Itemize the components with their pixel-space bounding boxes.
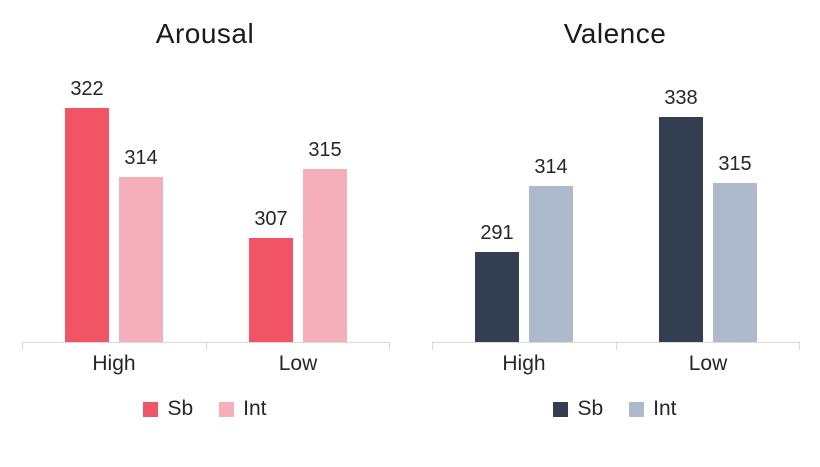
valence-chart-panel: Valence 291 314 338 315: [410, 0, 820, 467]
category-label-low: Low: [278, 352, 318, 375]
value-label: 307: [254, 208, 288, 230]
x-axis-tick: [22, 342, 23, 350]
legend-label-int: Int: [653, 397, 677, 420]
arousal-x-axis-labels: High Low: [22, 343, 390, 381]
category-label-high: High: [92, 352, 136, 375]
category-label-low: Low: [688, 352, 728, 375]
arousal-high-sb-barwrap: 322: [65, 78, 109, 342]
legend-label-int: Int: [243, 397, 267, 420]
value-label: 314: [124, 147, 158, 169]
legend-swatch-int: [629, 401, 645, 417]
bar-valence-high-sb: [475, 252, 519, 342]
arousal-group-high: 322 314: [22, 78, 206, 342]
valence-low-sb-barwrap: 338: [659, 87, 703, 342]
bar-valence-low-int: [713, 183, 757, 342]
chart-title-valence: Valence: [563, 18, 667, 49]
bar-valence-high-int: [529, 186, 573, 342]
bar-valence-low-sb: [659, 117, 703, 342]
legend-item-sb: Sb: [553, 397, 603, 421]
bar-arousal-high-int: [119, 177, 163, 342]
value-label: 315: [718, 153, 752, 175]
legend-item-int: Int: [219, 397, 267, 421]
arousal-group-low: 307 315: [206, 82, 390, 342]
chart-title-arousal: Arousal: [155, 18, 255, 49]
x-axis-tick: [206, 342, 207, 350]
arousal-legend: Sb Int: [0, 397, 410, 421]
value-label: 314: [534, 156, 568, 178]
bar-arousal-low-sb: [249, 238, 293, 342]
value-label: 322: [70, 78, 104, 100]
arousal-chart-panel: Arousal 322 314 307 315: [0, 18, 410, 421]
x-axis-tick: [799, 342, 800, 350]
legend-item-sb: Sb: [143, 397, 193, 421]
arousal-plot-area: 322 314 307 315: [22, 78, 390, 350]
legend-swatch-int: [219, 401, 235, 417]
legend-label-sb: Sb: [167, 397, 194, 420]
legend-item-int: Int: [629, 397, 677, 421]
arousal-high-int-barwrap: 314: [119, 147, 163, 342]
valence-high-int-barwrap: 314: [529, 156, 573, 342]
valence-legend: Sb Int: [410, 397, 820, 421]
valence-group-high: 291 314: [432, 82, 616, 342]
legend-swatch-sb: [553, 401, 569, 417]
x-axis-tick: [389, 342, 390, 350]
legend-label-sb: Sb: [577, 397, 604, 420]
x-axis-tick: [432, 342, 433, 350]
value-label: 291: [480, 222, 514, 244]
valence-low-int-barwrap: 315: [713, 153, 757, 342]
valence-high-sb-barwrap: 291: [475, 222, 519, 342]
valence-group-low: 338 315: [616, 82, 800, 342]
legend-swatch-sb: [143, 401, 159, 417]
category-label-high: High: [502, 352, 546, 375]
arousal-low-int-barwrap: 315: [303, 139, 347, 342]
value-label: 315: [308, 139, 342, 161]
bar-arousal-high-sb: [65, 108, 109, 342]
value-label: 338: [664, 87, 698, 109]
valence-x-axis-labels: High Low: [432, 343, 800, 381]
bar-arousal-low-int: [303, 169, 347, 342]
x-axis-tick: [616, 342, 617, 350]
arousal-low-sb-barwrap: 307: [249, 208, 293, 342]
valence-plot-area: 291 314 338 315: [432, 82, 800, 350]
